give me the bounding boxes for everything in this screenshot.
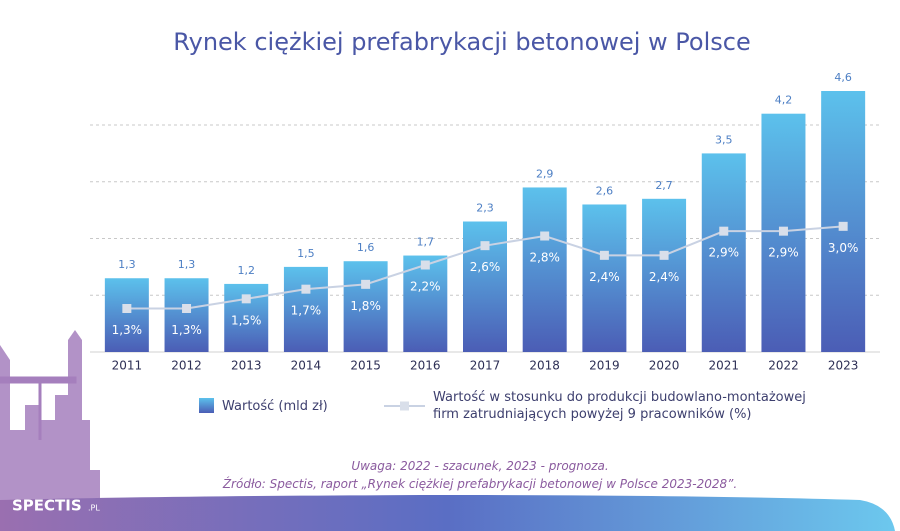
line-value-label: 1,3%	[171, 323, 202, 337]
line-marker	[122, 304, 132, 313]
bar	[582, 204, 627, 352]
line-value-label: 1,7%	[291, 304, 322, 318]
x-tick-label: 2020	[649, 359, 680, 373]
line-value-label: 3,0%	[828, 241, 859, 255]
line-marker	[182, 304, 192, 313]
line-value-label: 1,8%	[350, 299, 381, 313]
line-value-label: 2,2%	[410, 280, 441, 294]
legend-swatch	[400, 401, 409, 411]
bar	[642, 198, 687, 352]
line-marker	[659, 250, 669, 260]
bar-value-label: 1,2	[237, 264, 255, 277]
x-tick-label: 2019	[589, 359, 620, 373]
legend-label: Wartość w stosunku do produkcji budowlan…	[433, 390, 806, 422]
x-tick-label: 2014	[291, 359, 322, 373]
x-tick-label: 2021	[708, 359, 739, 373]
line-value-label: 1,5%	[231, 313, 262, 327]
x-tick-label: 2013	[231, 359, 262, 373]
decoration	[0, 330, 895, 531]
bar	[821, 91, 866, 352]
bar-value-label: 1,3	[118, 258, 136, 271]
bar	[104, 278, 149, 352]
bar-value-label: 4,2	[775, 94, 793, 107]
bar	[343, 261, 388, 352]
bar	[283, 266, 328, 352]
x-tick-label: 2023	[828, 359, 859, 373]
line-value-label: 2,9%	[709, 246, 740, 260]
x-tick-label: 2017	[470, 359, 501, 373]
line-marker	[599, 250, 609, 260]
bar	[522, 187, 567, 352]
bar-value-label: 1,3	[178, 258, 196, 271]
line-marker	[301, 284, 311, 294]
x-tick-label: 2011	[112, 359, 143, 373]
bar	[403, 255, 448, 352]
bar	[164, 278, 209, 352]
line-value-label: 2,6%	[470, 260, 501, 274]
bar-value-label: 2,3	[476, 202, 494, 215]
brand-suffix: .PL	[88, 504, 100, 513]
line-marker	[838, 221, 848, 231]
bar	[463, 221, 507, 352]
line-marker	[719, 226, 729, 236]
line-value-label: 1,3%	[112, 323, 143, 337]
legend-swatch	[199, 398, 214, 413]
x-tick-label: 2022	[768, 359, 799, 373]
legend-label: Wartość (mld zł)	[222, 399, 328, 414]
bar	[701, 153, 746, 352]
x-tick-label: 2016	[410, 359, 441, 373]
bar-value-label: 1,5	[297, 247, 315, 260]
brand-name: SPECTIS	[12, 497, 82, 515]
note: Źródło: Spectis, raport „Rynek ciężkiej …	[222, 477, 738, 491]
bar-value-label: 2,7	[655, 179, 673, 192]
line-marker	[540, 231, 550, 241]
line-marker	[361, 279, 371, 289]
line-marker	[480, 241, 490, 251]
line-value-label: 2,8%	[529, 251, 560, 265]
line-marker	[420, 260, 430, 270]
line-marker	[778, 226, 788, 236]
note: Uwaga: 2022 - szacunek, 2023 - prognoza.	[351, 459, 609, 473]
bar-value-label: 1,6	[357, 241, 375, 254]
x-tick-label: 2018	[529, 359, 560, 373]
line-marker	[241, 294, 251, 304]
chart-title: Rynek ciężkiej prefabrykacji betonowej w…	[173, 28, 750, 56]
line-value-label: 2,9%	[768, 246, 799, 260]
bar-value-label: 4,6	[834, 71, 852, 84]
bar-value-label: 3,5	[715, 133, 733, 146]
bar-value-label: 2,9	[536, 167, 554, 180]
line-value-label: 2,4%	[589, 270, 620, 284]
line-value-label: 2,4%	[649, 270, 680, 284]
bar-value-label: 2,6	[596, 184, 614, 197]
x-tick-label: 2015	[350, 359, 381, 373]
x-tick-label: 2012	[171, 359, 202, 373]
bar-value-label: 1,7	[417, 236, 435, 249]
